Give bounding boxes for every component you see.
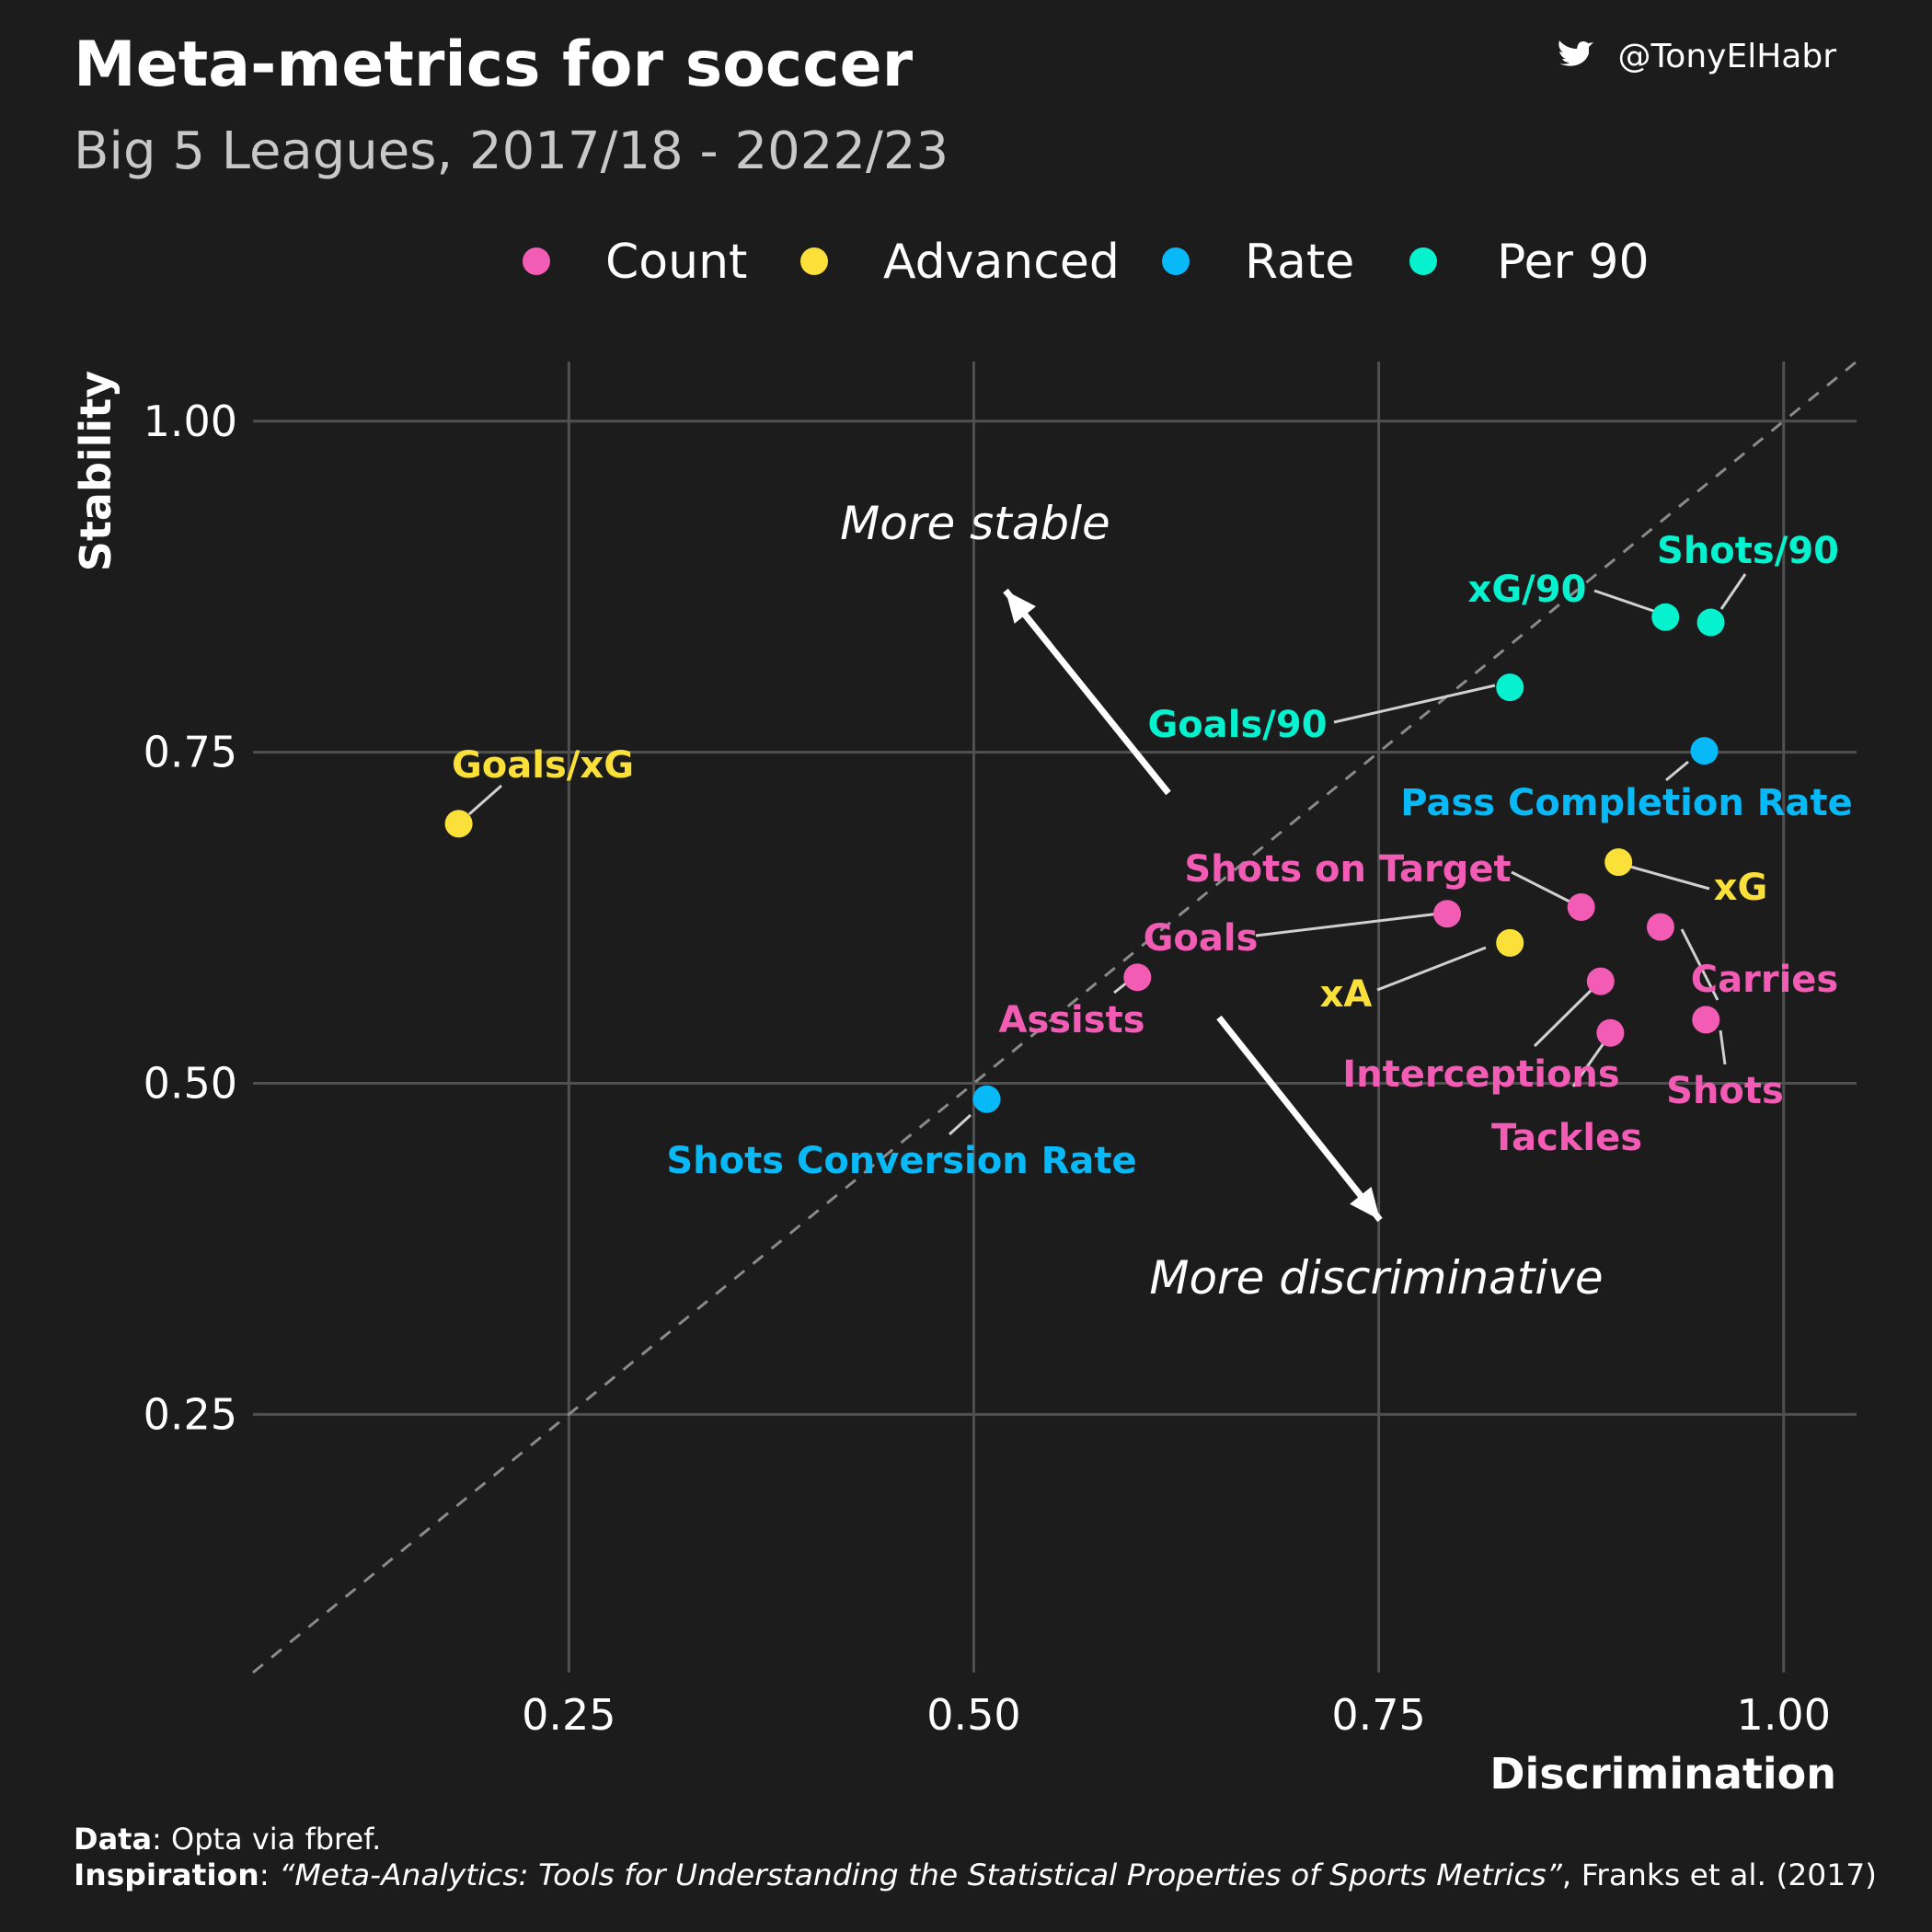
point-pass-completion-rate bbox=[1690, 737, 1719, 765]
chart-title: Meta-metrics for soccer bbox=[74, 29, 914, 101]
author-handle: @TonyElHabr bbox=[1617, 38, 1836, 75]
y-tick-label: 1.00 bbox=[144, 397, 237, 446]
y-tick-label: 0.25 bbox=[144, 1389, 237, 1439]
label-shots-conversion-rate: Shots Conversion Rate bbox=[666, 1140, 1136, 1182]
footer-data-label: Data bbox=[74, 1822, 152, 1857]
diagonal-reference-line bbox=[252, 360, 1857, 1674]
legend-marker-count bbox=[523, 247, 550, 275]
more-discriminative-arrow-head bbox=[1350, 1187, 1380, 1220]
connector-shots-90 bbox=[1719, 573, 1747, 610]
label-shots-90: Shots/90 bbox=[1657, 530, 1839, 572]
plot-area: 0.25 0.50 0.75 1.00 0.25 0.50 0.75 1.00 More st… bbox=[144, 360, 1857, 1740]
y-tick-label: 0.75 bbox=[144, 728, 237, 777]
point-xa bbox=[1496, 928, 1524, 957]
label-shots: Shots bbox=[1666, 1070, 1784, 1112]
annotation-text: More stable bbox=[840, 497, 1110, 550]
legend-label: Advanced bbox=[883, 235, 1120, 290]
footer-data-text: : Opta via fbref. bbox=[152, 1822, 381, 1857]
twitter-bird-icon bbox=[1558, 40, 1593, 66]
connector-shots bbox=[1719, 1029, 1727, 1065]
label-assists: Assists bbox=[998, 999, 1144, 1041]
x-tick-label: 0.50 bbox=[926, 1690, 1020, 1740]
point-goals-90 bbox=[1496, 673, 1524, 702]
point-assists bbox=[1123, 963, 1152, 992]
x-axis-title: Discrimination bbox=[1489, 1749, 1836, 1799]
grid-lines bbox=[253, 362, 1857, 1673]
x-tick-label: 1.00 bbox=[1737, 1690, 1831, 1740]
y-tick-label: 0.50 bbox=[144, 1058, 237, 1108]
more-discriminative-arrow bbox=[1216, 1015, 1383, 1223]
connector-carries bbox=[1680, 928, 1719, 1001]
connector-pass-completion-rate bbox=[1665, 760, 1689, 782]
footer-inspiration-quote: “Meta-Analytics: Tools for Understanding… bbox=[279, 1857, 1562, 1892]
point-shots-90 bbox=[1696, 608, 1725, 637]
label-xg: xG bbox=[1714, 867, 1768, 909]
point-xg bbox=[1604, 848, 1633, 877]
point-shots bbox=[1692, 1006, 1720, 1034]
point-shots-on-target bbox=[1567, 893, 1595, 922]
label-carries: Carries bbox=[1691, 959, 1838, 1001]
point-goals-xg bbox=[444, 810, 473, 838]
legend: Count Advanced Rate Per 90 bbox=[523, 235, 1650, 290]
legend-marker-rate bbox=[1162, 247, 1190, 275]
connector-goals-xg bbox=[468, 784, 502, 816]
x-tick-label: 0.75 bbox=[1331, 1690, 1425, 1740]
y-axis-title: Stability bbox=[71, 371, 121, 571]
footer-data-line: Data: Opta via fbref. bbox=[74, 1822, 381, 1857]
legend-label: Count bbox=[605, 235, 747, 290]
label-connectors bbox=[468, 573, 1747, 1136]
connector-shots-on-target bbox=[1511, 870, 1580, 908]
annotation-text: More discriminative bbox=[1149, 1251, 1603, 1305]
chart-subtitle: Big 5 Leagues, 2017/18 - 2022/23 bbox=[74, 121, 949, 181]
label-xg-90: xG/90 bbox=[1468, 569, 1587, 611]
label-xa: xA bbox=[1320, 973, 1373, 1016]
connector-tackles bbox=[1571, 1036, 1610, 1087]
footer-inspiration-sep: : bbox=[259, 1857, 280, 1892]
label-interceptions: Interceptions bbox=[1342, 1053, 1619, 1096]
point-shots-conversion-rate bbox=[972, 1085, 1001, 1113]
connector-xg bbox=[1623, 863, 1710, 891]
connector-goals bbox=[1255, 911, 1448, 937]
label-tackles: Tackles bbox=[1491, 1117, 1642, 1159]
label-goals-xg: Goals/xG bbox=[452, 744, 634, 787]
direction-annotations: More stable More discriminative bbox=[840, 497, 1603, 1305]
connector-shots-conversion-rate bbox=[948, 1113, 972, 1136]
more-stable-arrow-head bbox=[1006, 591, 1036, 624]
connector-interceptions bbox=[1533, 979, 1603, 1048]
legend-label: Rate bbox=[1245, 235, 1354, 290]
point-goals bbox=[1433, 900, 1461, 928]
point-xg-90 bbox=[1651, 603, 1680, 631]
data-points bbox=[444, 603, 1725, 1113]
point-tackles bbox=[1596, 1018, 1625, 1047]
point-interceptions bbox=[1586, 967, 1615, 995]
connector-xg-90 bbox=[1593, 589, 1660, 615]
axis-ticks: 0.25 0.50 0.75 1.00 0.25 0.50 0.75 1.00 bbox=[144, 397, 1831, 1740]
label-goals: Goals bbox=[1144, 917, 1259, 960]
x-tick-label: 0.25 bbox=[522, 1690, 615, 1740]
footer-inspiration-rest: , Franks et al. (2017) bbox=[1562, 1857, 1877, 1892]
connector-goals-90 bbox=[1333, 684, 1496, 724]
more-stable-arrow bbox=[1003, 588, 1171, 796]
footer-inspiration-line: Inspiration: “Meta-Analytics: Tools for … bbox=[74, 1857, 1877, 1892]
legend-marker-per-90 bbox=[1409, 247, 1437, 275]
footer-inspiration-label: Inspiration bbox=[74, 1857, 259, 1892]
connector-xa bbox=[1376, 946, 1487, 992]
label-goals-90: Goals/90 bbox=[1147, 704, 1327, 746]
label-shots-on-target: Shots on Target bbox=[1184, 848, 1511, 891]
legend-marker-advanced bbox=[800, 247, 828, 275]
point-carries bbox=[1646, 913, 1674, 941]
label-pass-completion-rate: Pass Completion Rate bbox=[1400, 782, 1853, 824]
legend-label: Per 90 bbox=[1497, 235, 1650, 290]
